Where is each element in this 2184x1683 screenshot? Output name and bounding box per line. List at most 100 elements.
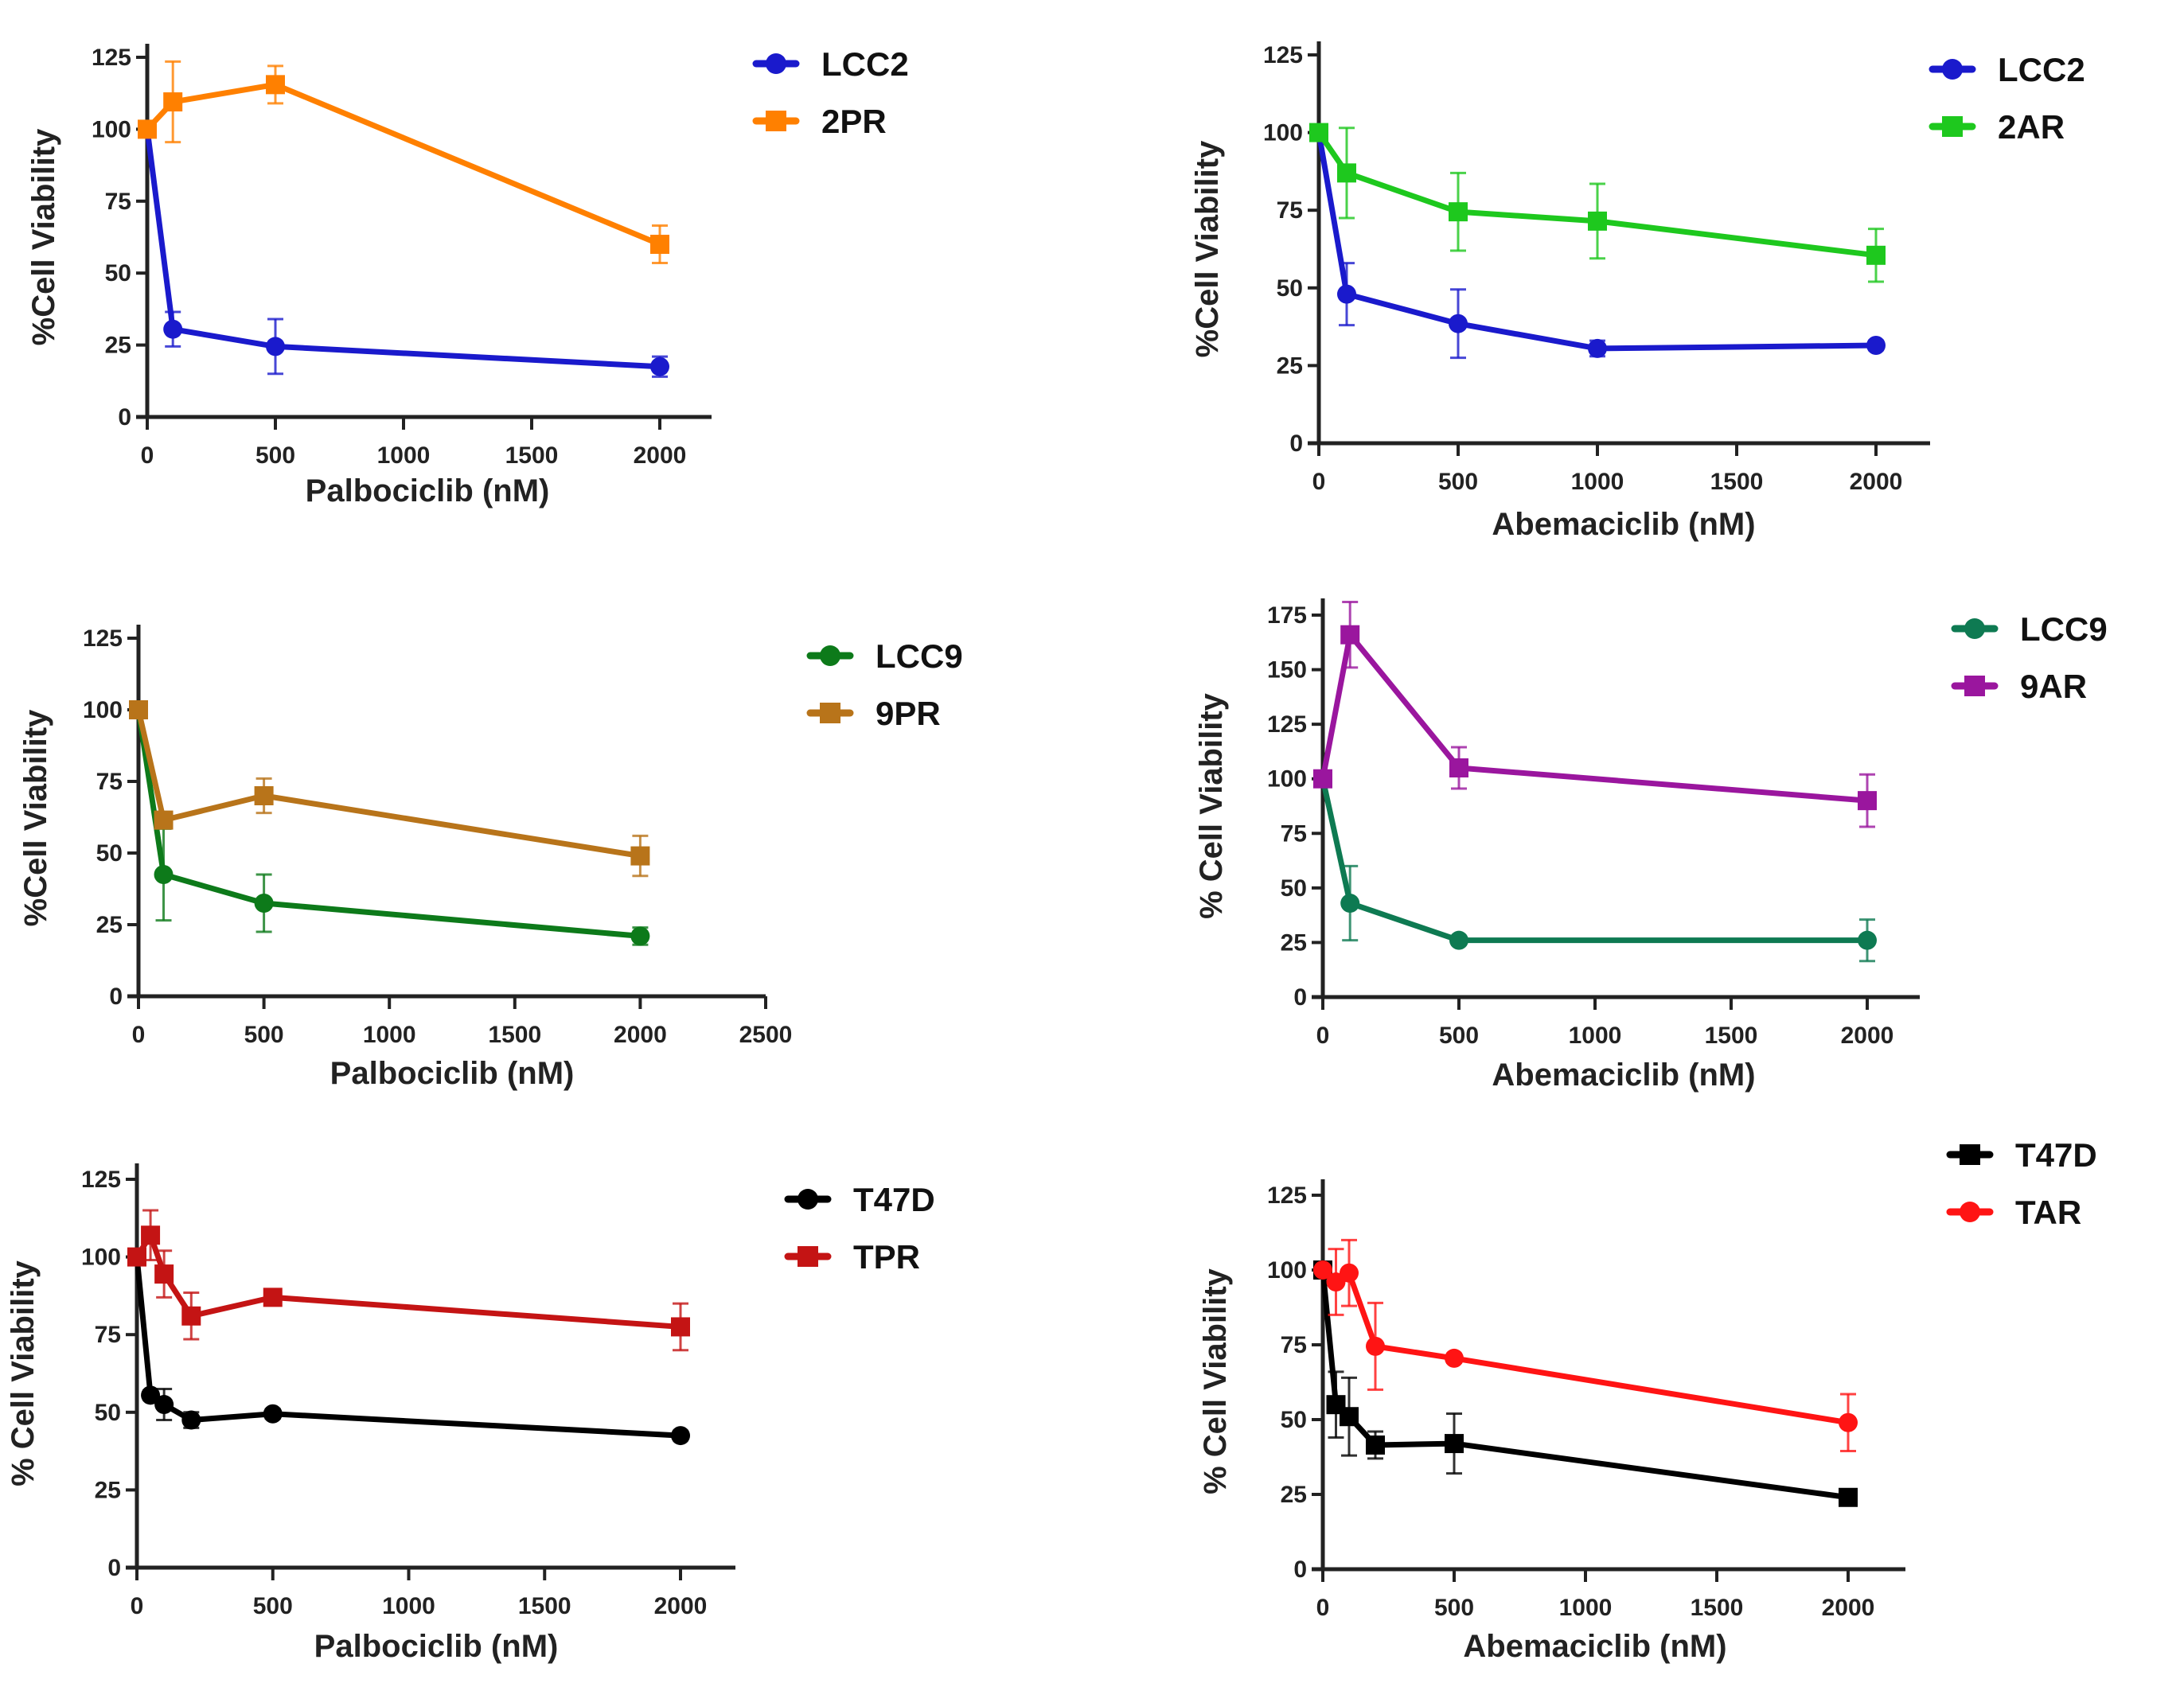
series-TAR [1313,1238,1858,1452]
legend-marker [766,53,786,74]
legend-label-T47D: T47D [2015,1136,2097,1174]
data-point [1449,202,1468,222]
data-point [154,865,174,884]
series-line [1320,1268,1849,1426]
y-tick-label: 0 [1293,984,1307,1011]
chart-panel-bottom-left: 0 25 50 75 100 125 0 500 1000 1500 2000 Palbociclib… [6,1163,935,1664]
data-point [154,1264,174,1284]
legend-label-LCC9: LCC9 [876,637,963,675]
series-line [1320,1269,1849,1501]
x-tick-label: 0 [141,442,154,469]
y-tick-label: 25 [96,912,123,938]
legend-marker [1960,1144,1980,1165]
data-point [1445,1348,1464,1368]
series-line [135,1232,681,1330]
x-tick-label: 0 [131,1593,144,1619]
x-tick-label: 1500 [518,1593,571,1619]
series-line [1320,632,1868,804]
data-point [1866,336,1886,356]
data-point [1313,769,1332,789]
x-tick-label: 500 [1438,469,1478,495]
series-LCC2 [138,119,669,378]
y-tick-label: 125 [81,1167,121,1193]
data-point [1858,930,1877,950]
legend-marker [1942,116,1963,137]
series-9PR [129,700,650,878]
y-tick-label: 100 [81,1245,121,1271]
y-tick-label: 25 [1281,1482,1307,1508]
y-tick-label: 50 [95,1400,121,1426]
data-point [181,1410,201,1430]
data-point [263,1404,283,1424]
data-point [630,926,650,946]
data-point [254,894,274,913]
data-point [181,1306,201,1326]
data-point [1340,625,1360,645]
x-axis-title: Palbociclib (nM) [314,1629,559,1664]
x-tick-label: 1500 [488,1022,541,1048]
y-tick-label: 50 [1281,1407,1307,1433]
x-tick-label: 2000 [614,1022,667,1048]
series-2AR [1309,123,1886,283]
y-tick-label: 0 [107,1555,121,1581]
series-9AR [1313,601,1877,828]
x-tick-label: 2000 [634,442,687,469]
x-tick-label: 2000 [1841,1023,1894,1049]
y-tick-label: 100 [1267,1257,1307,1284]
series-line [134,1256,681,1439]
data-point [671,1426,690,1446]
x-axis-title: Palbociclib (nM) [306,473,550,508]
legend-label-TAR: TAR [2015,1194,2081,1231]
y-tick-label: 100 [1267,766,1307,793]
x-tick-label: 500 [244,1022,284,1048]
data-point [650,356,669,376]
x-axis-title: Palbociclib (nM) [330,1056,575,1091]
y-tick-label: 75 [95,1322,121,1348]
x-tick-label: 0 [132,1022,146,1048]
x-tick-label: 500 [1439,1023,1479,1049]
data-point [1449,930,1468,950]
legend-marker [1960,1202,1980,1222]
y-tick-label: 0 [1293,1556,1307,1583]
data-point [154,810,174,830]
x-tick-label: 1500 [1710,469,1764,495]
data-point [138,119,157,139]
series-line [144,128,661,370]
data-point [141,1385,161,1405]
series-LCC9 [1313,769,1877,963]
data-point [1366,1435,1385,1455]
data-point [1858,791,1877,811]
data-point [1588,338,1607,358]
y-axis-title: % Cell Viability [6,1260,41,1486]
data-point [1839,1412,1858,1432]
x-tick-label: 500 [255,442,295,469]
y-axis-title: %Cell Viability [1190,140,1225,357]
legend-label-T47D: T47D [853,1181,935,1218]
y-tick-label: 0 [109,984,123,1010]
x-tick-label: 1500 [505,442,559,469]
data-point [1588,211,1607,231]
legend-label-TPR: TPR [853,1238,920,1276]
y-tick-label: 50 [1281,875,1307,902]
x-tick-label: 2500 [739,1022,793,1048]
legend-marker [1964,618,1985,639]
x-axis-title: Abemaciclib (nM) [1463,1629,1726,1664]
y-tick-label: 75 [105,189,131,215]
data-point [1340,894,1360,914]
y-tick-label: 125 [1267,1182,1307,1209]
series-T47D [1313,1260,1858,1507]
data-point [1449,758,1468,777]
legend-marker [820,703,840,723]
data-point [141,1225,161,1245]
y-tick-label: 25 [1281,929,1307,956]
y-tick-label: 0 [1289,430,1303,457]
x-tick-label: 2000 [1850,469,1903,495]
series-line [1320,777,1867,944]
data-point [127,1247,146,1267]
data-point [154,1395,174,1415]
y-tick-label: 50 [105,260,131,286]
y-tick-label: 75 [1281,1332,1307,1358]
y-tick-label: 100 [1263,120,1303,146]
data-point [129,700,148,719]
